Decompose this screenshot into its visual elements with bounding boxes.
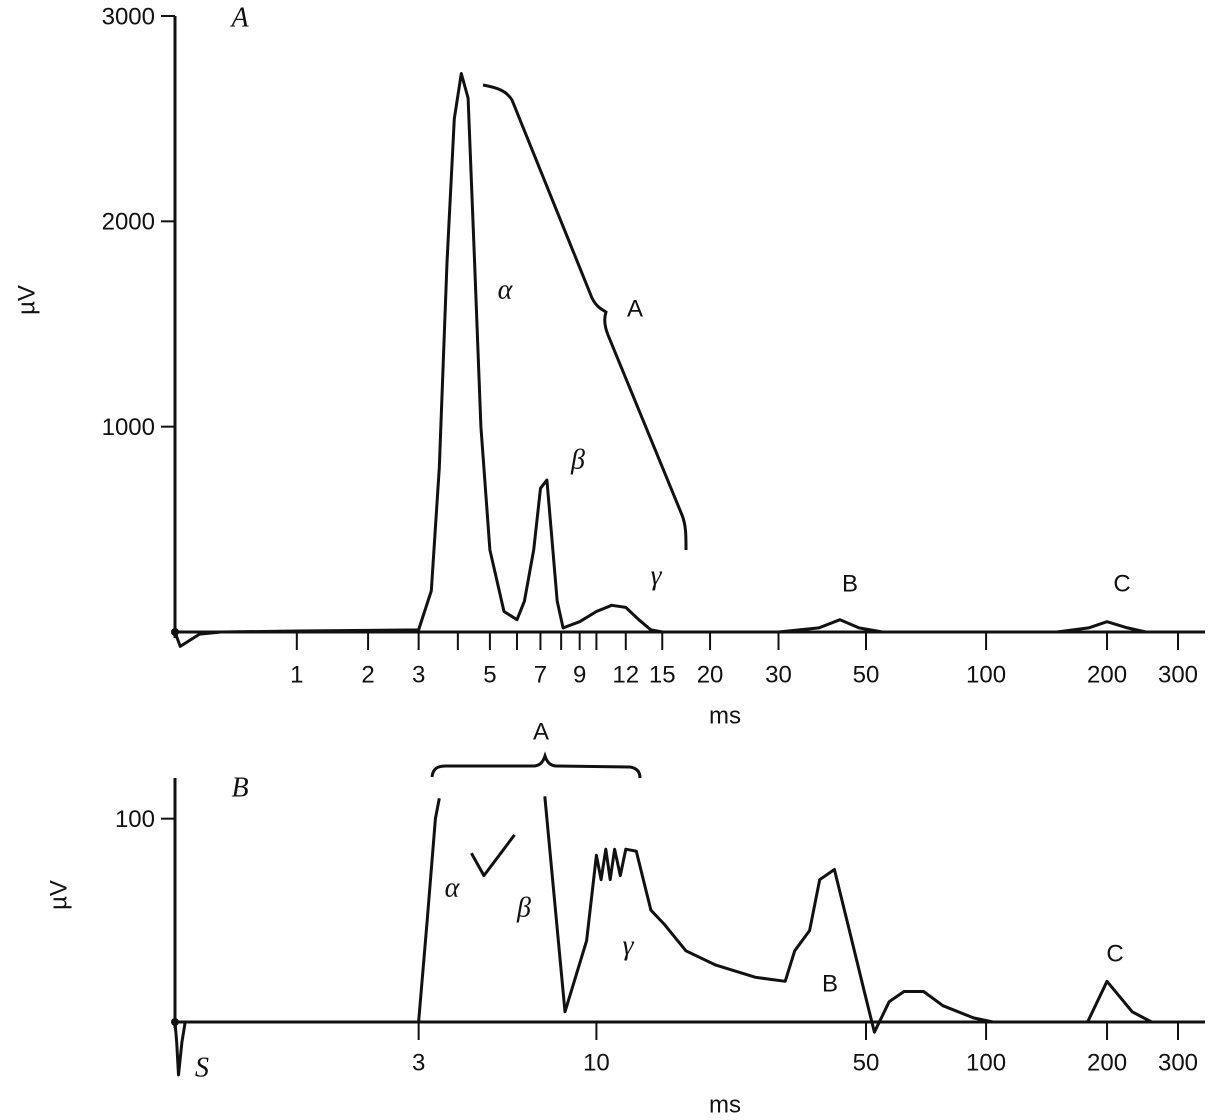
brace	[430, 751, 642, 779]
x-tick-label: 2	[361, 661, 374, 688]
y-tick-label: 100	[115, 806, 155, 833]
x-tick-label: 20	[697, 661, 724, 688]
curve	[173, 796, 1153, 1077]
annotation: A	[627, 295, 643, 322]
x-tick-label: 200	[1087, 661, 1127, 688]
y-axis-label: µV	[45, 880, 72, 910]
x-tick-label: 7	[534, 661, 547, 688]
y-tick-label: 2000	[102, 209, 155, 236]
x-tick-label: 100	[966, 1049, 1006, 1076]
x-axis-label: ms	[709, 1091, 741, 1118]
annotation: β	[516, 892, 531, 923]
brace	[482, 83, 688, 551]
x-tick-label: 5	[483, 661, 496, 688]
annotation: β	[570, 444, 585, 475]
annotation: γ	[650, 560, 662, 591]
annotation: α	[498, 274, 514, 305]
annotation: A	[533, 718, 549, 745]
annotation: S	[195, 1052, 209, 1083]
x-tick-label: 1	[290, 661, 303, 688]
x-tick-label: 300	[1158, 661, 1198, 688]
curve	[173, 72, 1178, 648]
x-axis-label: ms	[709, 702, 741, 729]
annotation: C	[1113, 570, 1130, 597]
y-axis-label: µV	[13, 285, 40, 315]
x-tick-label: 300	[1158, 1049, 1198, 1076]
x-tick-label: 15	[649, 661, 676, 688]
x-tick-label: 3	[412, 661, 425, 688]
annotation: C	[1106, 940, 1123, 967]
x-tick-label: 200	[1087, 1049, 1127, 1076]
annotation: B	[822, 970, 838, 997]
annotation: γ	[622, 930, 634, 961]
x-tick-label: 50	[853, 661, 880, 688]
x-tick-label: 3	[412, 1049, 425, 1076]
annotation: α	[445, 872, 461, 903]
x-tick-label: 100	[966, 661, 1006, 688]
x-tick-label: 10	[583, 1049, 610, 1076]
annotation: B	[842, 570, 858, 597]
y-tick-label: 1000	[102, 414, 155, 441]
x-tick-label: 9	[573, 661, 586, 688]
x-tick-label: 30	[765, 661, 792, 688]
x-tick-label: 12	[612, 661, 639, 688]
y-tick-label: 3000	[102, 3, 155, 30]
x-tick-label: 50	[853, 1049, 880, 1076]
panel-label: A	[229, 2, 249, 33]
panel-label: B	[231, 772, 248, 803]
